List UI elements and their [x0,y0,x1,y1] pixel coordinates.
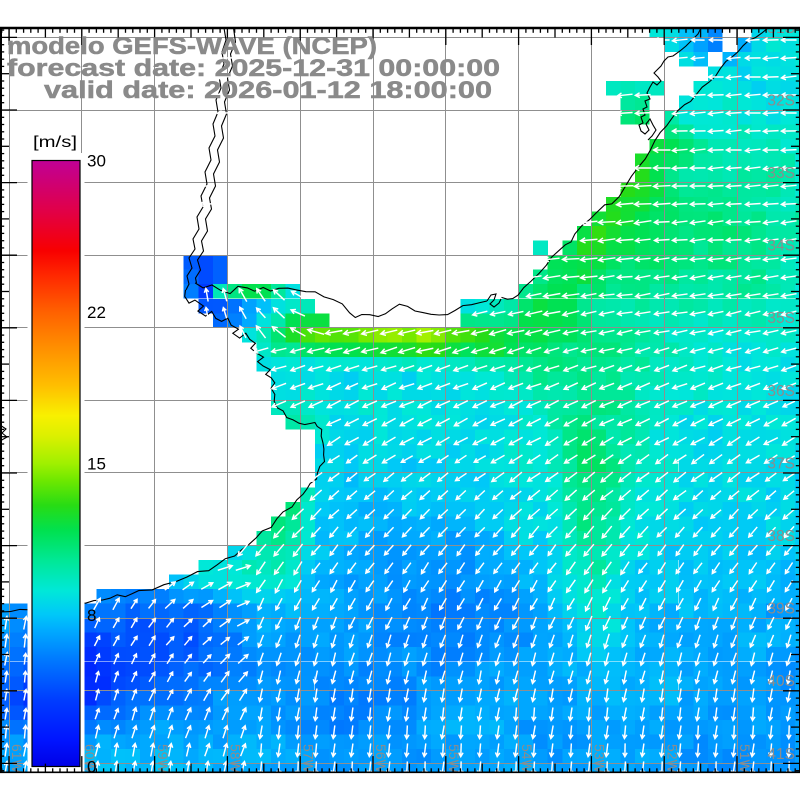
svg-text:[m/s]: [m/s] [33,134,77,151]
svg-text:56W: 56W [373,744,389,774]
svg-text:33S: 33S [767,165,795,182]
svg-text:35S: 35S [767,310,795,327]
svg-text:54W: 54W [519,744,535,774]
svg-text:37S: 37S [767,455,795,472]
svg-text:32S: 32S [767,92,795,109]
svg-text:0: 0 [87,758,96,777]
svg-text:39S: 39S [767,601,795,618]
svg-text:57W: 57W [300,744,316,774]
svg-text:34S: 34S [767,238,795,255]
svg-text:modelo GEFS-WAVE (NCEP): modelo GEFS-WAVE (NCEP) [7,33,377,60]
svg-text:52W: 52W [664,744,680,774]
svg-text:59W: 59W [155,744,171,774]
svg-text:40S: 40S [767,673,795,690]
svg-text:53W: 53W [592,744,608,774]
svg-text:15: 15 [87,455,106,474]
svg-text:8: 8 [87,606,96,625]
svg-text:55W: 55W [446,744,462,774]
svg-text:61W: 61W [9,744,25,774]
svg-text:38S: 38S [767,528,795,545]
svg-text:51W: 51W [737,744,753,774]
svg-text:41S: 41S [767,746,795,763]
svg-text:forecast date: 2025-12-31 00:0: forecast date: 2025-12-31 00:00:00 [7,55,500,82]
svg-text:30: 30 [87,152,106,171]
svg-text:58W: 58W [228,744,244,774]
svg-text:valid date: 2026-01-12 18:00:0: valid date: 2026-01-12 18:00:00 [44,77,492,104]
svg-text:60W: 60W [82,744,98,774]
svg-text:22: 22 [87,303,106,322]
svg-text:36S: 36S [767,383,795,400]
